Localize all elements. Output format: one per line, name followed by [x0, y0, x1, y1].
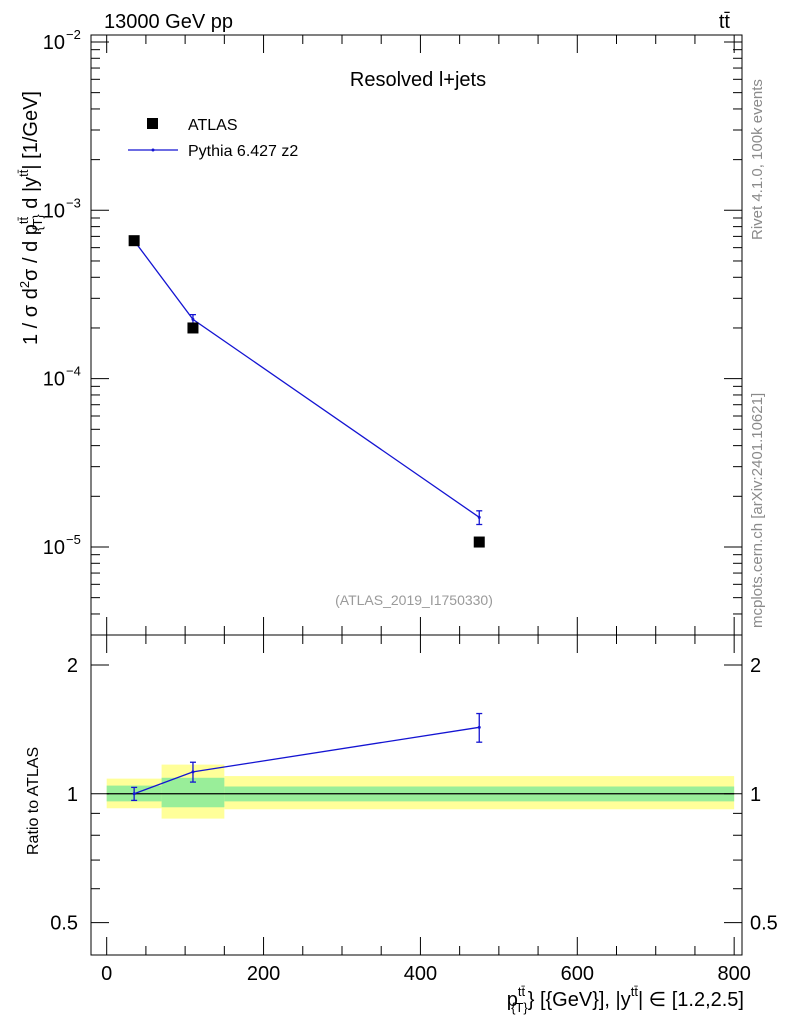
ratio-x-tick-label: 200 [247, 963, 280, 985]
ratio-x-tick-label: 400 [404, 963, 437, 985]
ratio-x-tick-label: 600 [561, 963, 594, 985]
ratio-panel: Ratio to ATLAS 0.5 0.51 12 2 0 200 400 600 800 … [25, 634, 778, 1015]
x-axis-label: ptt̄ {T}} [{GeV}], |ytt̄| ∈ [1.2,2.5] [507, 984, 744, 1015]
source-label: mcplots.cern.ch [arXiv:2401.10621] [749, 393, 766, 628]
ratio-frame [90, 634, 743, 956]
legend: ATLAS Pythia 6.427 z2 [128, 117, 298, 160]
ratio-x-ticks: 0 200 400 600 800 [101, 635, 751, 985]
ratio-y-tick-label-right: 2 [750, 655, 761, 677]
ratio-point [191, 770, 195, 774]
main-title: Resolved l+jets [350, 69, 486, 91]
main-y-tick-label: 10 [43, 369, 65, 391]
main-y-tick-exponent: −4 [66, 364, 81, 379]
ratio-y-tick-label-right: 0.5 [750, 913, 778, 935]
main-panel: Resolved l+jets (ATLAS_2019_I1750330) AT… [16, 27, 743, 636]
main-y-tick-exponent: −2 [66, 27, 81, 42]
legend-atlas-marker [147, 118, 158, 129]
legend-pythia-label: Pythia 6.427 z2 [188, 143, 298, 160]
ratio-point [132, 792, 136, 796]
legend-pythia-marker [151, 148, 155, 152]
main-y-tick-exponent: −5 [66, 532, 81, 547]
legend-atlas-label: ATLAS [188, 117, 238, 134]
ratio-x-tick-label: 0 [101, 963, 112, 985]
atlas-point [187, 322, 199, 334]
energy-label: 13000 GeV pp [104, 11, 233, 33]
ratio-y-tick-label: 2 [67, 655, 78, 677]
main-y-tick-label: 10 [43, 32, 65, 54]
main-series [128, 235, 485, 548]
main-y-ticks: 10−510−410−310−2 [43, 27, 742, 636]
atlas-point [473, 536, 485, 548]
main-y-tick-exponent: −3 [66, 195, 81, 210]
ratio-y-axis-label: Ratio to ATLAS [25, 747, 42, 855]
main-y-axis-label: 1 / σ d2σ / d ptt̄{T} d |ytt̄| [1/GeV] [16, 91, 45, 345]
atlas-point [128, 235, 140, 247]
process-label: tt̄ [719, 11, 731, 33]
ratio-x-tick-label: 800 [717, 963, 750, 985]
analysis-label: (ATLAS_2019_I1750330) [335, 592, 493, 608]
ratio-y-tick-label: 0.5 [50, 913, 78, 935]
pythia-point [191, 317, 195, 321]
main-y-tick-label: 10 [43, 537, 65, 559]
pythia-line [133, 240, 480, 518]
main-y-tick-label: 10 [43, 200, 65, 222]
main-x-ticks [106, 35, 735, 635]
ratio-y-tick-label-right: 1 [750, 784, 761, 806]
rivet-label: Rivet 4.1.0, 100k events [749, 79, 766, 240]
ratio-y-ticks: 0.5 0.5 1 1 2 2 [50, 655, 778, 935]
pythia-point [477, 515, 481, 519]
ratio-series [131, 712, 483, 802]
ratio-y-tick-label: 1 [67, 784, 78, 806]
ratio-point [477, 725, 481, 729]
ratio-bands [106, 764, 735, 819]
